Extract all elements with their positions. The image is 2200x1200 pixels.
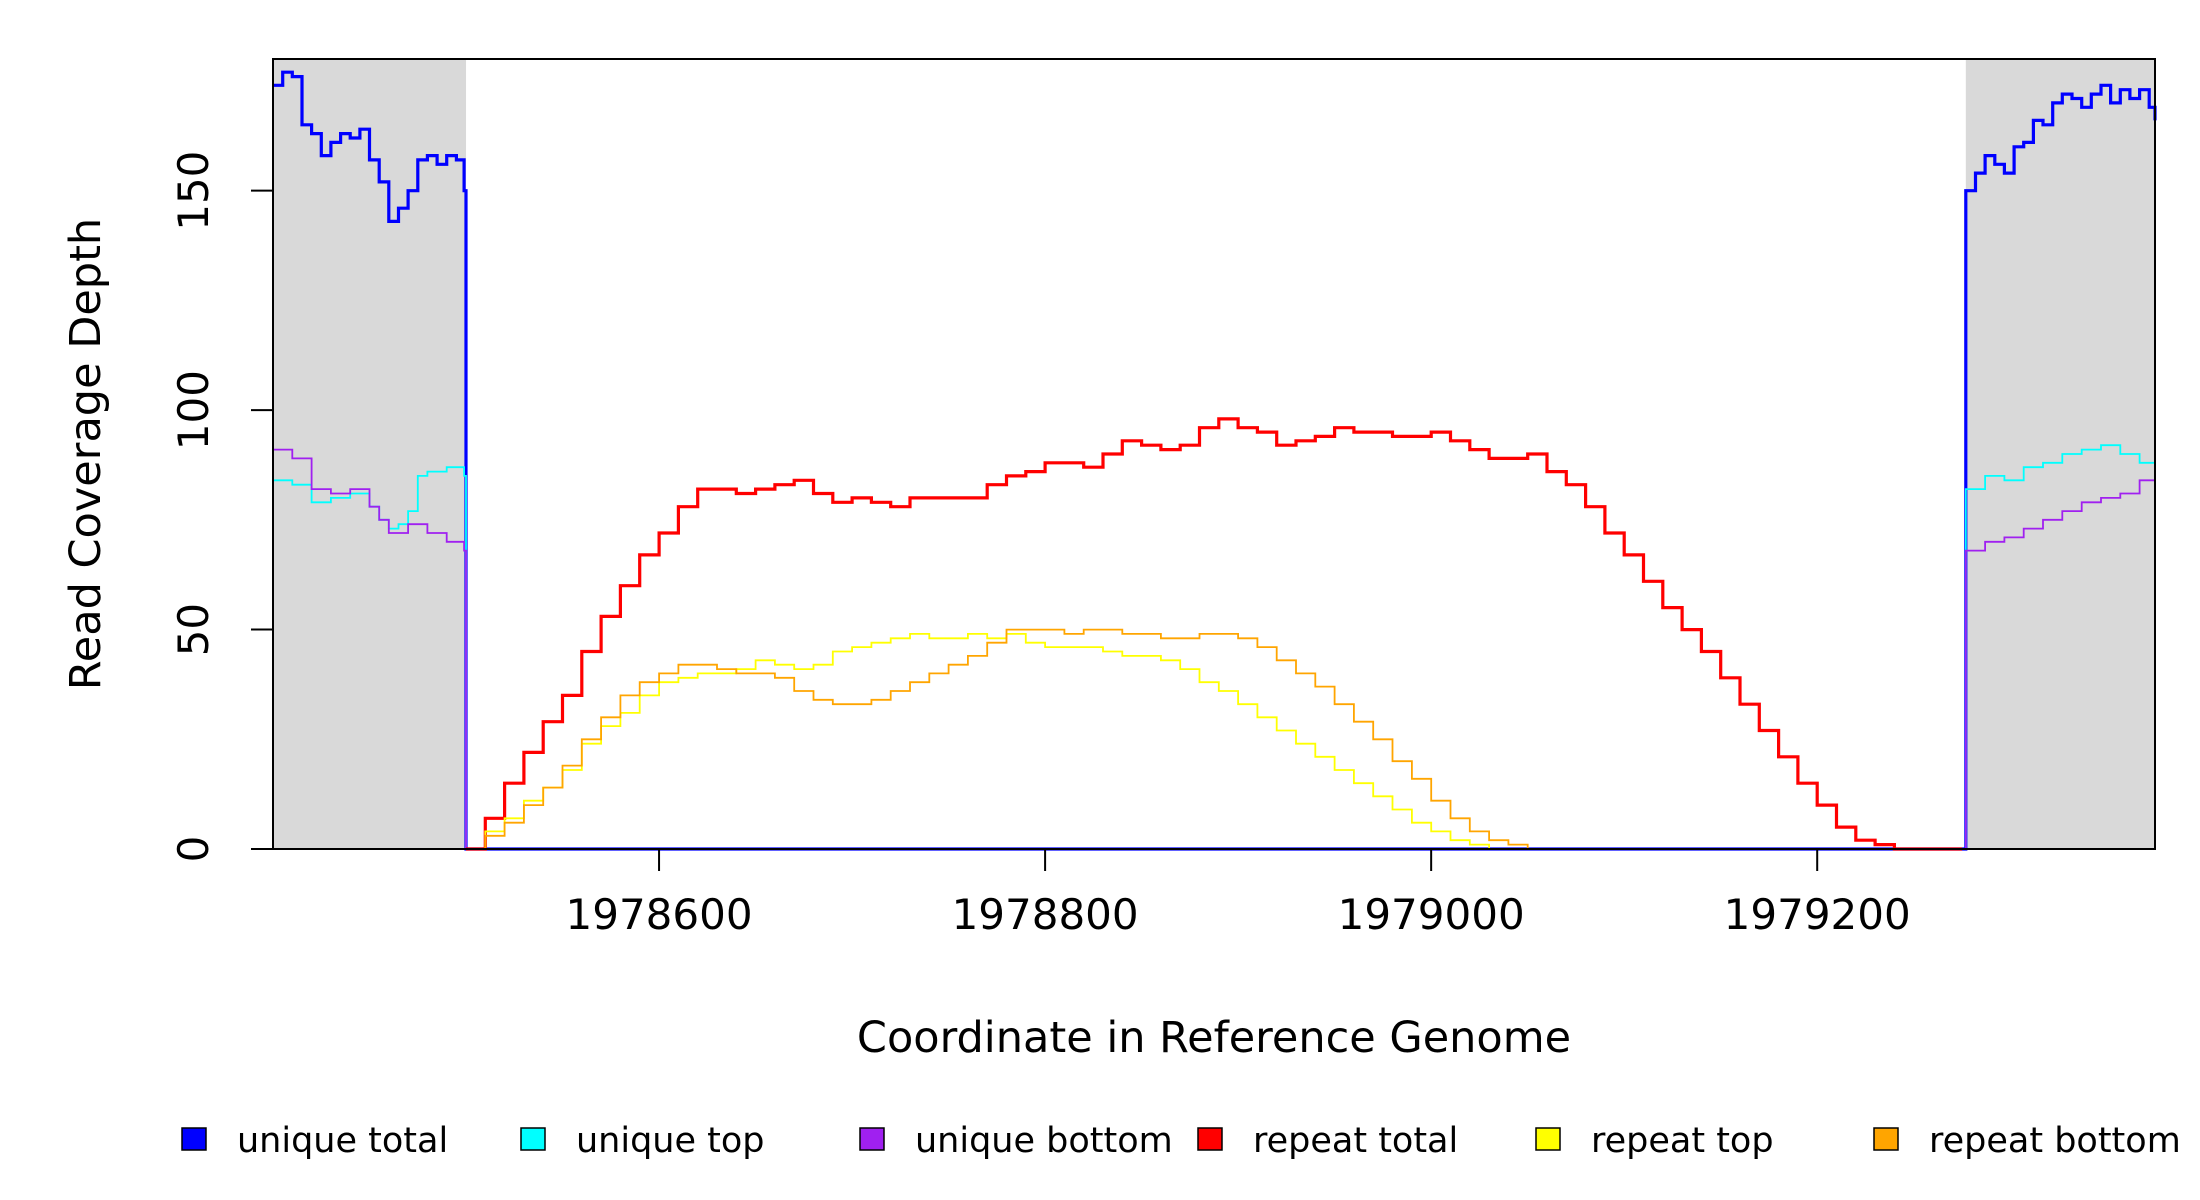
legend-swatch-unique-total — [181, 1127, 207, 1151]
series-line-unique-total — [273, 70, 2157, 851]
x-tick-label: 1978800 — [952, 890, 1139, 939]
legend-label-unique-top: unique top — [576, 1121, 765, 1161]
x-axis: 1978600 1978800 1979000 1979200 — [566, 849, 1911, 939]
legend-swatch-repeat-top — [1535, 1127, 1561, 1151]
shaded-region-1 — [273, 59, 467, 849]
legend: unique total unique top unique bottom repea… — [181, 1121, 2181, 1161]
legend-label-repeat-total: repeat total — [1253, 1121, 1458, 1161]
y-tick-label: 0 — [169, 836, 218, 863]
series-line-repeat-total — [466, 417, 1962, 851]
legend-label-repeat-bottom: repeat bottom — [1929, 1121, 2181, 1161]
y-tick-label: 150 — [169, 151, 218, 231]
legend-swatch-repeat-total — [1197, 1127, 1223, 1151]
legend-label-repeat-top: repeat top — [1591, 1121, 1774, 1161]
y-axis-title: Read Coverage Depth — [61, 218, 111, 690]
legend-swatch-unique-top — [520, 1127, 546, 1151]
plot-frame — [272, 58, 2156, 850]
series-lines — [273, 70, 2157, 851]
series-line-repeat-bottom — [466, 628, 1962, 850]
series-line-unique-top — [273, 444, 2156, 850]
y-tick-label: 50 — [169, 603, 218, 656]
x-tick-label: 1979000 — [1338, 890, 1525, 939]
legend-swatch-unique-bottom — [859, 1127, 885, 1151]
legend-label-unique-total: unique total — [237, 1121, 448, 1161]
x-axis-title: Coordinate in Reference Genome — [857, 1013, 1571, 1063]
y-tick-label: 100 — [169, 370, 218, 450]
legend-label-unique-bottom: unique bottom — [915, 1121, 1173, 1161]
series-line-unique-bottom — [273, 448, 2156, 850]
shaded-flank-regions — [273, 59, 2155, 849]
x-tick-label: 1978600 — [566, 890, 753, 939]
x-tick-label: 1979200 — [1724, 890, 1911, 939]
y-axis: 0 50 100 150 — [169, 151, 273, 863]
series-line-repeat-top — [466, 633, 1962, 850]
legend-swatch-repeat-bottom — [1873, 1127, 1899, 1151]
